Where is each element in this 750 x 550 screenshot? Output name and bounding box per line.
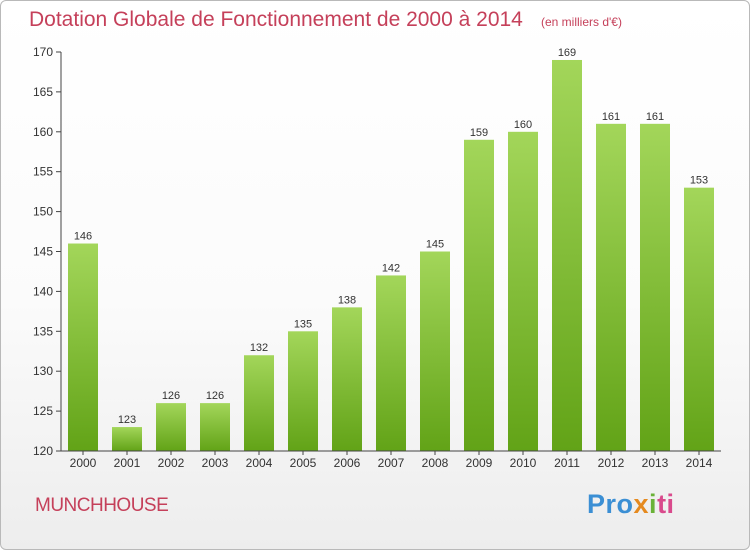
data-label-2009: 159	[470, 127, 488, 139]
commune-name: MUNCHHOUSE	[35, 495, 169, 516]
y-tick-label-145: 145	[33, 245, 53, 259]
y-tick-label-135: 135	[33, 324, 53, 338]
x-tick-label-2011: 2011	[554, 456, 580, 470]
y-tick-label-150: 150	[33, 205, 53, 219]
x-tick-label-2013: 2013	[642, 456, 669, 470]
x-tick-label-2004: 2004	[246, 456, 273, 470]
x-tick-label-2005: 2005	[290, 456, 317, 470]
data-label-2006: 138	[338, 294, 356, 306]
data-label-2004: 132	[250, 342, 268, 354]
data-label-2008: 145	[426, 239, 444, 251]
logo-part-x: x	[633, 489, 650, 519]
x-tick-label-2000: 2000	[70, 456, 97, 470]
bar-2007	[376, 275, 406, 451]
bar-2012	[596, 123, 626, 451]
bar-2008	[420, 251, 450, 451]
bar-2000	[68, 243, 98, 451]
logo-part-ti: ti	[657, 489, 675, 519]
data-label-2005: 135	[294, 318, 312, 330]
data-label-2013: 161	[646, 111, 664, 123]
data-label-2007: 142	[382, 262, 400, 274]
bar-2002	[156, 403, 186, 451]
y-tick-label-160: 160	[33, 125, 53, 139]
data-label-2000: 146	[74, 231, 92, 243]
y-tick-label-120: 120	[33, 444, 53, 458]
x-tick-label-2012: 2012	[598, 456, 625, 470]
logo-part-i: i	[649, 489, 658, 519]
y-tick-label-130: 130	[33, 364, 53, 378]
y-tick-label-140: 140	[33, 284, 53, 298]
bar-2001	[112, 427, 142, 451]
x-tick-label-2006: 2006	[334, 456, 361, 470]
bar-2004	[244, 355, 274, 451]
data-label-2011: 169	[558, 47, 576, 59]
x-tick-label-2003: 2003	[202, 456, 229, 470]
logo-part-pro: Pro	[587, 489, 634, 519]
data-label-2014: 153	[690, 175, 708, 187]
x-tick-label-2007: 2007	[378, 456, 405, 470]
bar-2006	[332, 307, 362, 451]
chart-subtitle: (en milliers d'€)	[541, 15, 622, 29]
bar-2009	[464, 139, 494, 451]
y-tick-label-165: 165	[33, 85, 53, 99]
data-label-2012: 161	[602, 111, 620, 123]
bar-2011	[552, 59, 582, 451]
x-tick-label-2010: 2010	[510, 456, 537, 470]
y-tick-label-125: 125	[33, 404, 53, 418]
x-tick-label-2008: 2008	[422, 456, 449, 470]
data-label-2002: 126	[162, 390, 180, 402]
proxiti-logo[interactable]: Proxiti	[587, 489, 675, 520]
x-tick-label-2002: 2002	[158, 456, 185, 470]
bar-2014	[684, 187, 714, 451]
data-label-2001: 123	[118, 414, 136, 426]
bar-2013	[640, 123, 670, 451]
bar-2010	[508, 131, 538, 452]
data-label-2003: 126	[206, 390, 224, 402]
chart-title: Dotation Globale de Fonctionnement de 20…	[29, 8, 523, 31]
x-tick-label-2014: 2014	[686, 456, 713, 470]
bar-2003	[200, 403, 230, 451]
x-tick-label-2009: 2009	[466, 456, 493, 470]
y-tick-label-170: 170	[33, 45, 53, 59]
x-tick-label-2001: 2001	[114, 456, 141, 470]
data-label-2010: 160	[514, 119, 532, 131]
bar-2005	[288, 331, 318, 451]
y-tick-label-155: 155	[33, 165, 53, 179]
